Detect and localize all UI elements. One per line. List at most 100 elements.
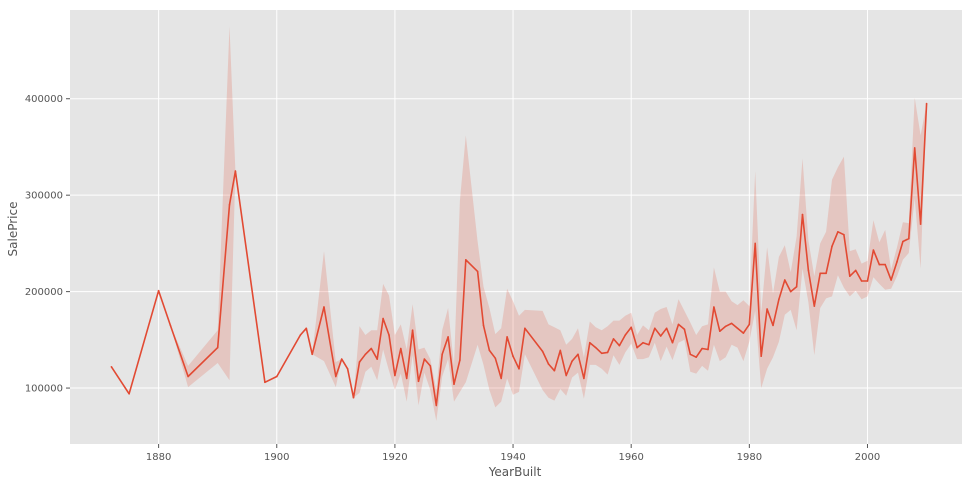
data-point — [636, 346, 638, 349]
data-point — [831, 245, 833, 248]
data-point — [429, 365, 432, 367]
data-point — [476, 270, 479, 273]
y-tick-label: 100000 — [25, 384, 63, 395]
data-point — [553, 369, 556, 372]
data-point — [376, 358, 379, 360]
data-point — [713, 306, 715, 308]
data-point — [228, 204, 231, 206]
data-point — [323, 306, 325, 308]
data-point — [364, 353, 367, 356]
data-point — [695, 356, 697, 359]
x-tick-label: 2000 — [855, 452, 880, 463]
data-point — [683, 328, 686, 331]
data-point — [541, 350, 544, 353]
data-point — [724, 325, 727, 328]
y-tick-label: 300000 — [25, 191, 63, 202]
data-point — [707, 348, 709, 351]
data-point — [447, 336, 449, 338]
data-point — [618, 344, 621, 347]
y-tick-labels: 100000 200000 300000 400000 — [25, 94, 70, 395]
data-point — [789, 290, 792, 293]
data-point — [654, 327, 656, 330]
series-line — [110, 103, 928, 407]
data-point — [405, 377, 408, 380]
data-point — [659, 335, 662, 337]
data-point — [648, 343, 650, 346]
data-point — [187, 375, 189, 378]
confidence-band — [111, 26, 927, 421]
gridlines — [70, 10, 962, 444]
data-point — [624, 334, 627, 336]
data-point — [340, 358, 343, 360]
data-point — [388, 334, 390, 336]
data-point — [500, 377, 503, 380]
data-point — [736, 327, 739, 330]
data-point — [719, 330, 721, 333]
data-point — [913, 147, 916, 149]
y-tick-label: 400000 — [25, 94, 63, 105]
data-point — [512, 355, 514, 358]
data-point — [370, 347, 373, 350]
data-point — [547, 363, 550, 365]
x-axis-label: YearBuilt — [488, 465, 542, 479]
data-point — [606, 351, 609, 354]
data-point — [748, 323, 751, 326]
plot-background — [70, 10, 962, 444]
data-point — [878, 263, 881, 266]
y-tick-label: 200000 — [25, 287, 63, 298]
data-point — [919, 223, 922, 225]
data-point — [908, 237, 910, 240]
data-point — [766, 308, 768, 310]
series-line-group — [110, 102, 928, 407]
data-point — [571, 360, 573, 362]
data-point — [169, 324, 172, 327]
data-point — [417, 380, 420, 383]
data-point — [494, 357, 497, 360]
data-point — [772, 324, 774, 327]
data-point — [441, 353, 444, 356]
data-point — [890, 279, 892, 281]
data-point — [642, 341, 644, 344]
data-point — [866, 280, 869, 282]
data-point — [902, 240, 904, 243]
data-point — [589, 341, 591, 344]
data-point — [813, 305, 816, 307]
data-point — [854, 269, 857, 272]
x-tick-label: 1900 — [264, 452, 289, 463]
data-point — [819, 272, 821, 275]
x-tick-label: 1960 — [618, 452, 643, 463]
data-point — [594, 346, 597, 349]
data-point — [837, 231, 839, 233]
data-point — [565, 374, 567, 377]
data-point — [488, 349, 491, 352]
data-point — [925, 102, 928, 105]
data-point — [110, 366, 113, 368]
data-point — [352, 396, 355, 399]
data-point — [612, 338, 615, 340]
x-tick-label: 1940 — [500, 452, 525, 463]
data-point — [524, 327, 526, 330]
data-point — [482, 324, 485, 327]
data-point — [754, 242, 756, 245]
x-tick-labels: 1880 1900 1920 1940 1960 1980 2000 — [146, 444, 880, 463]
data-point — [411, 329, 414, 332]
data-point — [394, 374, 396, 377]
data-point — [157, 289, 160, 292]
y-axis-label: SalePrice — [6, 202, 20, 257]
data-point — [784, 279, 786, 281]
data-point — [801, 213, 804, 216]
data-point — [872, 249, 875, 251]
data-point — [671, 341, 674, 344]
data-point — [400, 347, 402, 350]
data-point — [305, 327, 308, 330]
data-point — [128, 393, 130, 395]
data-point — [600, 352, 603, 355]
data-point — [849, 275, 851, 278]
data-point — [577, 353, 579, 356]
data-point — [506, 336, 508, 338]
data-point — [630, 326, 632, 329]
data-point — [760, 355, 762, 358]
data-point — [778, 298, 780, 301]
data-point — [742, 332, 745, 334]
